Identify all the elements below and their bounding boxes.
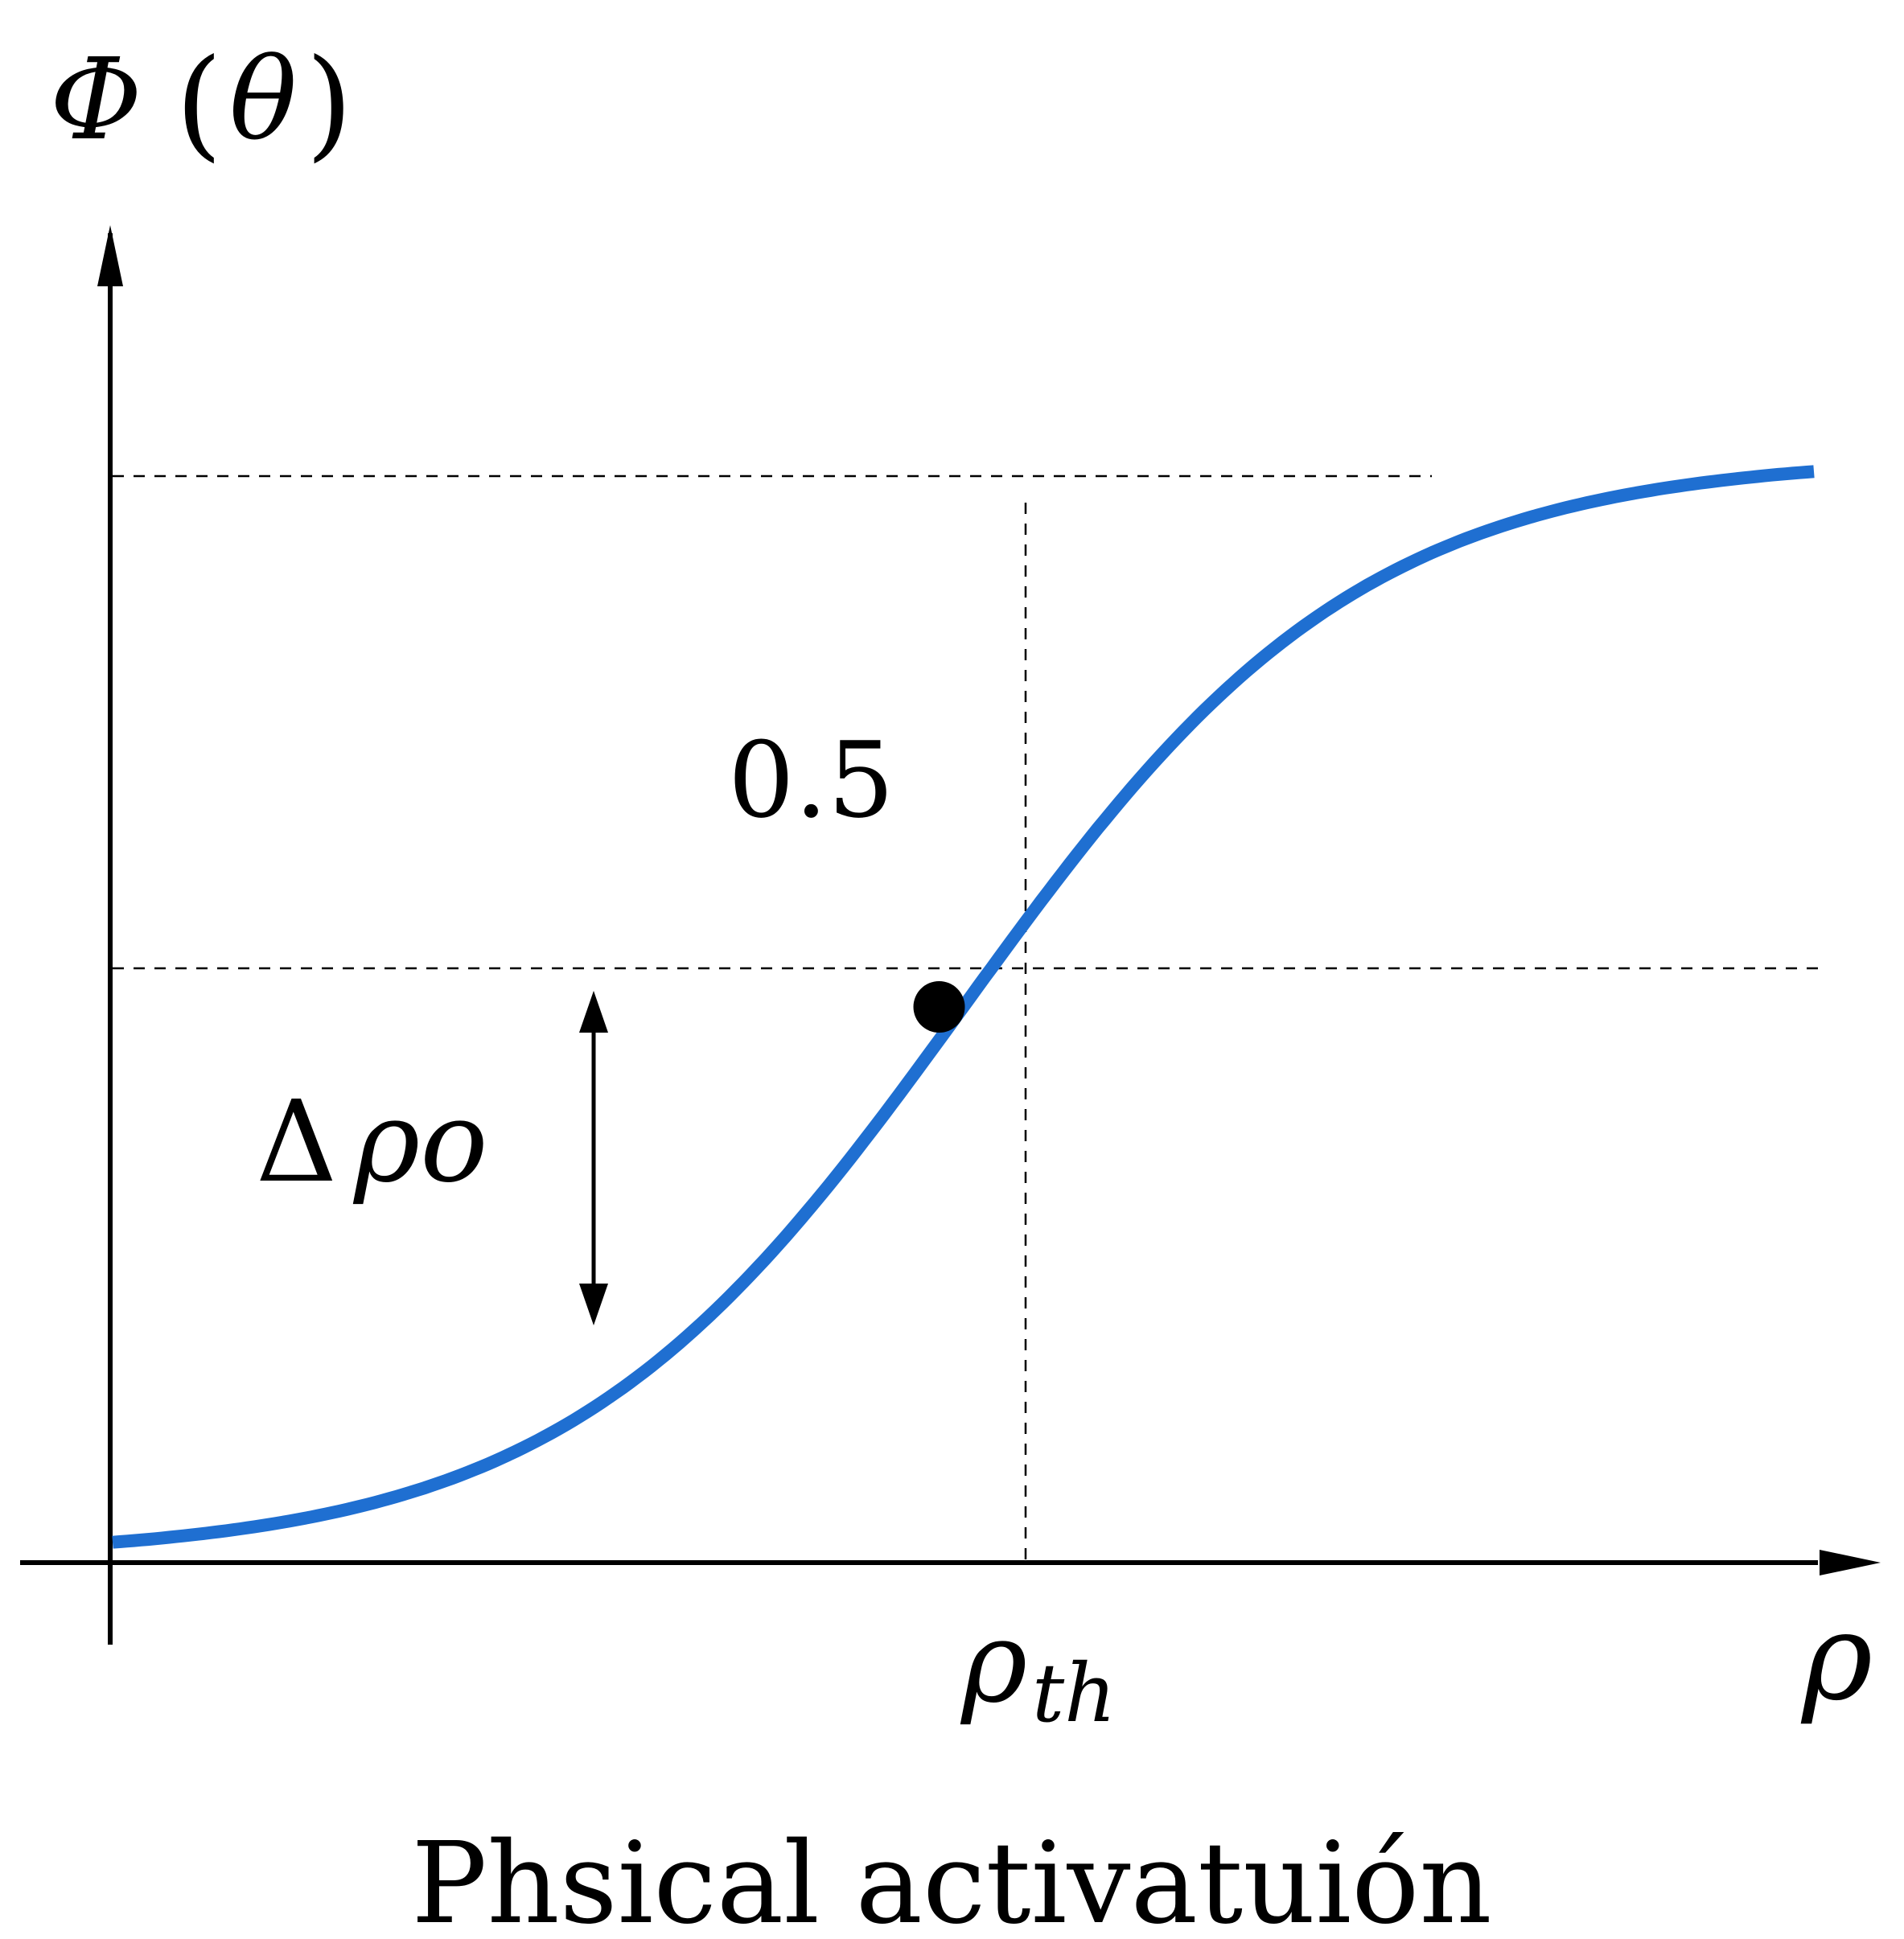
figure-title: Phsical activatuión [411,1818,1491,1939]
midpoint-value-label: 0.5 [728,719,894,841]
width-label-delta: Δ [256,1077,337,1208]
y-axis-label-open-paren: ( [175,34,223,174]
threshold-label: ρ th [960,1597,1116,1740]
width-arrow-head-top [579,991,608,1033]
threshold-label-symbol: ρ [960,1597,1027,1728]
width-label: Δ ρo [256,1077,488,1208]
y-axis-label: Φ ( θ ) [50,34,353,174]
y-axis-label-close-paren: ) [306,34,353,174]
y-axis-arrowhead [97,225,123,286]
midpoint-marker [913,981,965,1033]
x-axis-arrowhead [1820,1550,1881,1575]
y-axis-label-symbol: Φ [50,35,142,166]
threshold-label-subscript: th [1032,1646,1116,1740]
width-arrow-head-bottom [579,1284,608,1325]
width-label-symbol: ρo [352,1077,488,1208]
y-axis-label-argument: θ [229,35,297,166]
x-axis-label: ρ [1800,1588,1873,1727]
